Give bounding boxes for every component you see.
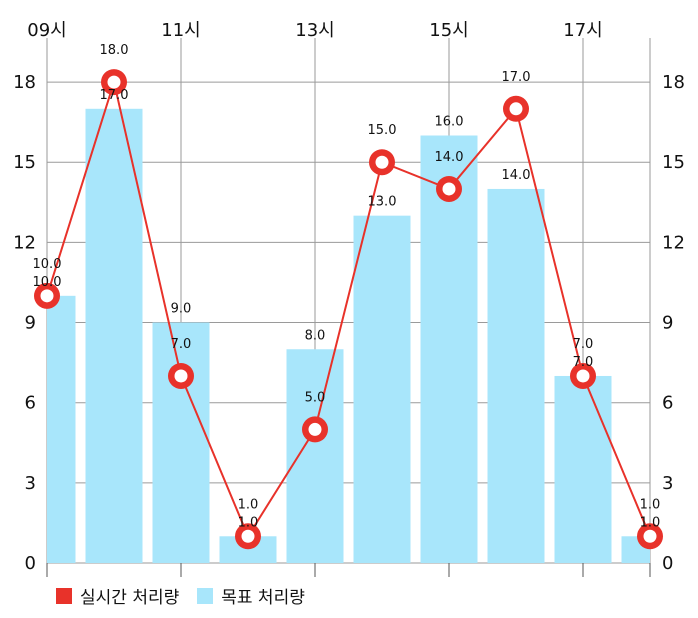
point-realtime-inner-3 <box>241 529 255 543</box>
label-realtime-1: 18.0 <box>100 43 129 58</box>
x-tick-label-8: 17시 <box>563 20 602 41</box>
label-target-5: 13.0 <box>368 195 397 210</box>
bar-target-8 <box>554 375 612 563</box>
y-tick-left-3: 3 <box>25 473 36 494</box>
label-target-9: 1.0 <box>640 515 661 530</box>
bar-target-4 <box>286 349 344 563</box>
label-realtime-7: 17.0 <box>502 70 531 85</box>
bar-target-5 <box>353 215 411 563</box>
label-realtime-0: 10.0 <box>33 257 62 272</box>
label-target-8: 7.0 <box>573 355 594 370</box>
label-target-2: 9.0 <box>171 302 192 317</box>
y-tick-left-12: 12 <box>13 232 36 253</box>
point-realtime-inner-1 <box>107 75 121 89</box>
y-tick-left-18: 18 <box>13 72 36 93</box>
bar-target-6 <box>420 135 478 563</box>
legend: 실시간 처리량 목표 처리량 <box>56 583 323 608</box>
label-realtime-4: 5.0 <box>305 390 326 405</box>
bar-target-0 <box>47 295 76 563</box>
label-target-7: 14.0 <box>502 168 531 183</box>
y-tick-right-0: 0 <box>662 553 673 574</box>
line-realtime <box>46 78 651 539</box>
legend-item-target[interactable]: 목표 처리량 <box>197 583 305 608</box>
label-realtime-9: 1.0 <box>640 497 661 512</box>
legend-swatch-target <box>197 587 214 604</box>
label-target-1: 17.0 <box>100 88 129 103</box>
bar-target-2 <box>152 322 210 563</box>
point-realtime-inner-7 <box>509 102 523 116</box>
y-tick-right-12: 12 <box>662 232 685 253</box>
y-tick-left-9: 9 <box>25 313 36 334</box>
label-target-6: 16.0 <box>435 115 464 130</box>
y-tick-left-15: 15 <box>13 152 36 173</box>
y-tick-right-18: 18 <box>662 72 685 93</box>
y-tick-left-6: 6 <box>25 393 36 414</box>
label-realtime-2: 7.0 <box>171 337 192 352</box>
point-realtime-inner-9 <box>643 529 657 543</box>
point-realtime-inner-6 <box>442 182 456 196</box>
label-target-4: 8.0 <box>305 328 326 343</box>
y-tick-right-9: 9 <box>662 313 673 334</box>
y-tick-left-0: 0 <box>25 553 36 574</box>
label-target-0: 10.0 <box>33 275 62 290</box>
legend-item-realtime[interactable]: 실시간 처리량 <box>56 583 179 608</box>
point-realtime-inner-5 <box>375 155 389 169</box>
legend-swatch-realtime <box>56 587 72 604</box>
y-tick-right-15: 15 <box>662 152 685 173</box>
x-tick-label-4: 13시 <box>295 20 334 41</box>
y-tick-right-6: 6 <box>662 393 673 414</box>
label-realtime-3: 1.0 <box>238 497 259 512</box>
point-realtime-inner-2 <box>174 369 188 383</box>
label-target-3: 1.0 <box>238 515 259 530</box>
y-tick-right-3: 3 <box>662 473 673 494</box>
x-tick-label-6: 15시 <box>429 20 468 41</box>
point-realtime-inner-4 <box>308 422 322 436</box>
legend-label-target: 목표 처리량 <box>221 588 305 608</box>
bar-target-1 <box>85 108 143 564</box>
bar-target-7 <box>487 188 545 563</box>
label-realtime-5: 15.0 <box>368 123 397 138</box>
point-realtime-inner-8 <box>576 369 590 383</box>
x-tick-label-2: 11시 <box>161 20 200 41</box>
label-realtime-6: 14.0 <box>435 150 464 165</box>
label-realtime-8: 7.0 <box>573 337 594 352</box>
x-tick-label-0: 09시 <box>27 20 66 41</box>
point-realtime-inner-0 <box>40 289 54 303</box>
legend-label-realtime: 실시간 처리량 <box>80 588 180 608</box>
